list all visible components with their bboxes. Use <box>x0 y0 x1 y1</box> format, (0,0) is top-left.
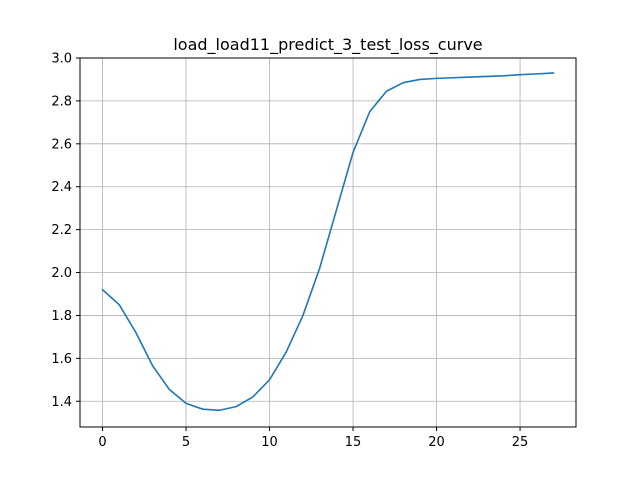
x-tick-label: 20 <box>428 435 445 450</box>
plot-area-frame <box>79 57 577 428</box>
x-axis-ticks: 0 5 10 15 20 25 <box>98 427 528 450</box>
y-tick-label: 2.6 <box>51 137 72 152</box>
y-tick-label: 1.4 <box>51 395 72 410</box>
y-tick-label: 2.8 <box>51 94 72 109</box>
y-tick-label: 2.0 <box>51 266 72 281</box>
x-tick-label: 0 <box>98 435 106 450</box>
x-tick-label: 25 <box>512 435 529 450</box>
x-tick-label: 15 <box>345 435 362 450</box>
y-tick-label: 2.2 <box>51 223 72 238</box>
grid-lines <box>80 57 576 427</box>
x-tick-label: 10 <box>261 435 278 450</box>
y-tick-label: 1.6 <box>51 352 72 367</box>
y-axis-ticks: 1.4 1.6 1.8 2.0 2.2 2.4 2.6 2.8 3.0 <box>51 52 80 410</box>
x-tick-label: 5 <box>182 435 190 450</box>
y-tick-label: 3.0 <box>51 52 72 67</box>
series-line-0 <box>101 72 555 412</box>
series-layer <box>101 72 555 412</box>
y-tick-label: 1.8 <box>51 309 72 324</box>
y-tick-label: 2.4 <box>51 180 72 195</box>
chart-title: load_load11_predict_3_test_loss_curve <box>173 35 482 55</box>
